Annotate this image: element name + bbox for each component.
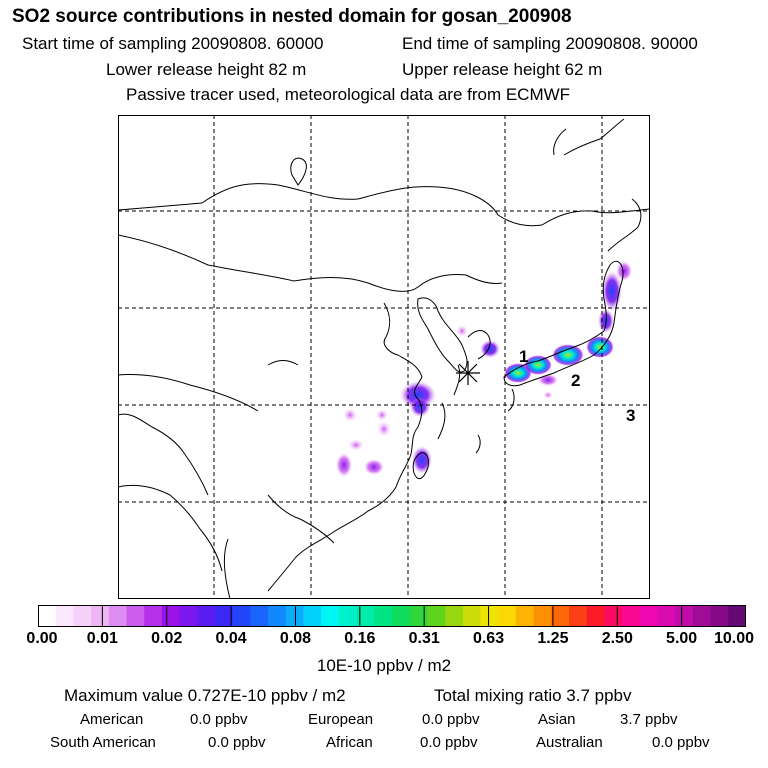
colorbar-swatch <box>569 605 588 627</box>
colorbar-swatch <box>604 605 623 627</box>
region-label-1: 1 <box>519 347 528 366</box>
colorbar-tick-label: 0.08 <box>279 630 312 647</box>
colorbar-swatch <box>409 605 428 627</box>
region-name-american: American <box>80 711 144 728</box>
lat-lon-grid <box>118 115 650 599</box>
colorbar-swatch <box>285 605 304 627</box>
region-name-african: African <box>326 734 373 751</box>
max-value-label: Maximum value 0.727E-10 ppbv / m2 <box>64 686 346 705</box>
colorbar-swatch <box>515 605 535 627</box>
colorbar-tick-label: 0.63 <box>472 630 505 647</box>
colorbar-swatch <box>533 605 552 627</box>
colorbar-swatch <box>374 605 393 627</box>
colorbar-swatch <box>197 605 216 627</box>
colorbar-swatch <box>445 605 464 627</box>
start-time-label: Start time of sampling 20090808. 60000 <box>22 34 324 53</box>
upper-release-height: Upper release height 62 m <box>402 60 603 79</box>
colorbar-swatch <box>675 605 694 627</box>
colorbar-swatch <box>427 605 446 627</box>
colorbar-swatch <box>392 605 411 627</box>
colorbar-swatch <box>622 605 641 627</box>
colorbar-swatch <box>586 605 605 627</box>
region-label-3: 3 <box>626 406 635 425</box>
colorbar-swatch <box>55 605 74 627</box>
colorbar-tick-label: 1.25 <box>537 630 569 647</box>
colorbar-swatch <box>73 605 92 627</box>
colorbar-swatch <box>710 605 729 627</box>
colorbar-swatch <box>480 605 499 627</box>
receptor-star-icon <box>456 361 480 385</box>
region-name-australian: Australian <box>536 734 603 751</box>
concentration-field <box>336 261 632 477</box>
colorbar-swatch <box>250 605 269 627</box>
plot-title: SO2 source contributions in nested domai… <box>12 6 572 27</box>
region-value-australian: 0.0 ppbv <box>652 734 710 751</box>
colorbar-swatch <box>321 605 340 627</box>
tracer-note: Passive tracer used, meteorological data… <box>126 85 571 104</box>
colorbar-swatch <box>179 605 198 627</box>
colorbar-swatch <box>498 605 517 627</box>
colorbar-swatch <box>108 605 127 627</box>
total-mixing-ratio-label: Total mixing ratio 3.7 ppbv <box>434 686 632 705</box>
colorbar-tick-label: 0.04 <box>215 630 247 647</box>
region-value-asian: 3.7 ppbv <box>620 711 678 728</box>
region-label-2: 2 <box>571 371 580 390</box>
colorbar-swatch <box>356 605 375 627</box>
colorbar-swatch <box>91 605 110 627</box>
coastlines <box>118 118 650 599</box>
colorbar-swatch <box>657 605 676 627</box>
colorbar-swatch <box>692 605 712 627</box>
lower-release-height: Lower release height 82 m <box>106 60 307 79</box>
region-value-african: 0.0 ppbv <box>420 734 478 751</box>
colorbar-swatch <box>728 605 746 627</box>
colorbar-swatch <box>551 605 570 627</box>
colorbar-swatch <box>303 605 322 627</box>
colorbar-swatch <box>462 605 481 627</box>
colorbar-tick-label: 2.50 <box>601 630 633 647</box>
region-name-south-american: South American <box>50 734 156 751</box>
colorbar-tick-label: 10.00 <box>713 630 755 647</box>
colorbar-tick-label: 5.00 <box>666 630 698 647</box>
colorbar-swatch <box>161 605 181 627</box>
colorbar-unit-label: 10E-10 ppbv / m2 <box>316 656 452 675</box>
end-time-label: End time of sampling 20090808. 90000 <box>402 34 698 53</box>
colorbar-tick-label: 0.02 <box>151 630 183 647</box>
region-name-european: European <box>308 711 374 728</box>
colorbar-swatch <box>268 605 287 627</box>
region-value-european: 0.0 ppbv <box>422 711 480 728</box>
colorbar-frame <box>38 605 746 627</box>
colorbar-tick-label: 0.01 <box>86 630 118 647</box>
colorbar-swatch <box>232 605 251 627</box>
colorbar-swatch <box>126 605 145 627</box>
colorbar-swatch <box>215 605 234 627</box>
colorbar-swatch <box>338 605 358 627</box>
colorbar-swatch <box>38 605 57 627</box>
colorbar-tick-label: 0.31 <box>408 630 440 647</box>
colorbar <box>38 605 746 627</box>
region-name-asian: Asian <box>538 711 576 728</box>
map-frame <box>118 115 650 599</box>
region-value-south-american: 0.0 ppbv <box>208 734 266 751</box>
colorbar-tick-label: 0.16 <box>344 630 376 647</box>
colorbar-swatch <box>639 605 658 627</box>
region-value-american: 0.0 ppbv <box>190 711 248 728</box>
colorbar-tick-label: 0.00 <box>26 630 58 647</box>
colorbar-swatch <box>144 605 163 627</box>
map-panel: 1 2 3 <box>118 115 650 599</box>
